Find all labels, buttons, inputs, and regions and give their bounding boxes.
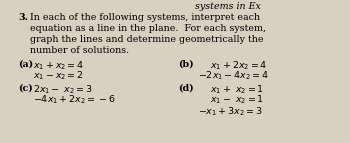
Text: In each of the following systems, interpret each: In each of the following systems, interp…: [30, 13, 260, 22]
Text: $x_1 + 2x_2 = 4$: $x_1 + 2x_2 = 4$: [210, 59, 267, 72]
Text: (d): (d): [178, 84, 194, 93]
Text: (c): (c): [18, 84, 33, 93]
Text: graph the lines and determine geometrically the: graph the lines and determine geometrica…: [30, 35, 264, 44]
Text: (a): (a): [18, 60, 33, 69]
Text: $x_1 + x_2 = 4$: $x_1 + x_2 = 4$: [33, 59, 84, 72]
Text: $x_1 - x_2 = 2$: $x_1 - x_2 = 2$: [33, 70, 84, 83]
Text: systems in Ex: systems in Ex: [195, 2, 261, 11]
Text: equation as a line in the plane.  For each system,: equation as a line in the plane. For eac…: [30, 24, 266, 33]
Text: number of solutions.: number of solutions.: [30, 46, 129, 55]
Text: 3.: 3.: [18, 13, 28, 22]
Text: $-x_1 + 3x_2 = 3$: $-x_1 + 3x_2 = 3$: [198, 105, 263, 118]
Text: $-4x_1 + 2x_2 = -6$: $-4x_1 + 2x_2 = -6$: [33, 94, 116, 107]
Text: $x_1 +\ x_2 = 1$: $x_1 +\ x_2 = 1$: [210, 83, 264, 96]
Text: $2x_1 -\ x_2 = 3$: $2x_1 -\ x_2 = 3$: [33, 83, 93, 96]
Text: $x_1 -\ x_2 = 1$: $x_1 -\ x_2 = 1$: [210, 94, 264, 107]
Text: $-2x_1 - 4x_2 = 4$: $-2x_1 - 4x_2 = 4$: [198, 70, 269, 83]
Text: (b): (b): [178, 60, 194, 69]
